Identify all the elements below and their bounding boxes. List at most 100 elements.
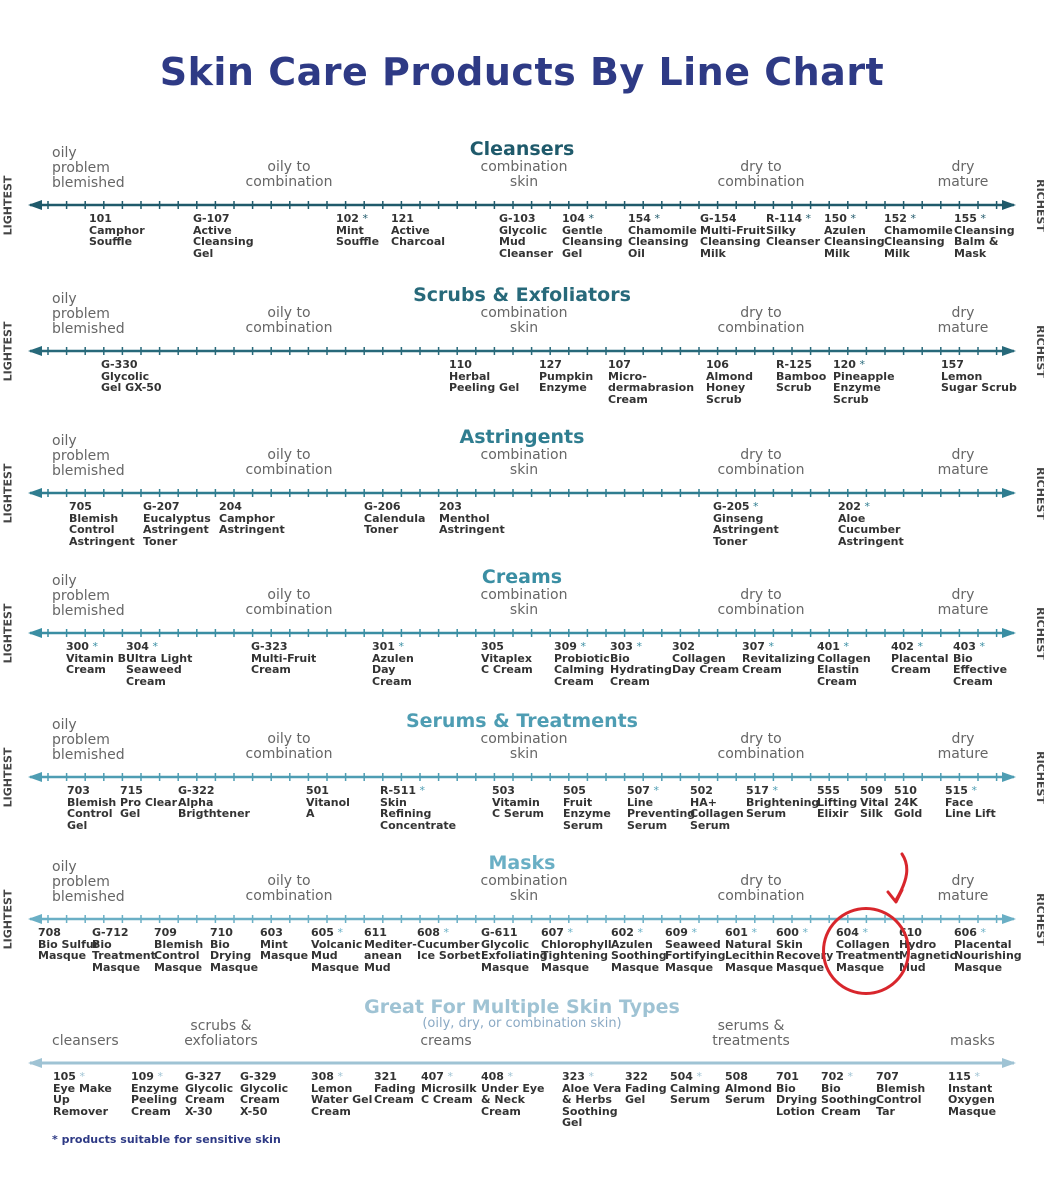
- zone-label: serums & treatments: [712, 1018, 790, 1049]
- product-710: 710 Bio Drying Masque: [210, 926, 259, 974]
- zone-label: oily to combination: [245, 873, 333, 904]
- product-715: 715 Pro Clear Gel: [120, 784, 178, 820]
- richest-label: RICHEST: [1033, 467, 1044, 520]
- lightest-label: LIGHTEST: [1, 175, 15, 236]
- footnote: * products suitable for sensitive skin: [52, 1133, 281, 1146]
- product-407: 407 * Microsilk C Cream: [421, 1070, 477, 1106]
- zone-label: dry mature: [937, 305, 989, 336]
- section-cleansers: Cleansers oily problem blemished oily to comb…: [0, 138, 1044, 278]
- axis-line: [28, 200, 1016, 210]
- zone-label: oily problem blemished: [52, 433, 125, 479]
- product-104: 104 * Gentle Cleansing Gel: [562, 212, 623, 260]
- product-509: 509 Vital Silk: [860, 784, 889, 820]
- section-scrubs: Scrubs & Exfoliators oily problem blemished…: [0, 284, 1044, 424]
- zone-label: masks: [950, 1033, 995, 1049]
- zone-label: combination skin: [480, 873, 568, 904]
- zone-label: oily problem blemished: [52, 859, 125, 905]
- product-305: 305 Vitaplex C Cream: [481, 640, 533, 676]
- product-g-330: G-330 Glycolic Gel GX-50: [101, 358, 162, 394]
- product-g-329: G-329 Glycolic Cream X-50: [240, 1070, 289, 1118]
- product-309: 309 * Probiotic Calming Cream: [554, 640, 610, 688]
- product-g-207: G-207 Eucalyptus Astringent Toner: [143, 500, 211, 548]
- product-g-103: G-103 Glycolic Mud Cleanser: [499, 212, 553, 260]
- product-705: 705 Blemish Control Astringent: [69, 500, 135, 548]
- product-403: 403 * Bio Effective Cream: [953, 640, 1008, 688]
- product-600: 600 * Skin Recovery Masque: [776, 926, 834, 974]
- product-555: 555 Lifting Elixir: [817, 784, 858, 820]
- zone-label: dry mature: [937, 159, 989, 190]
- richest-label: RICHEST: [1033, 893, 1044, 946]
- lightest-label: LIGHTEST: [1, 889, 15, 950]
- product-611: 611 Mediter-anean Mud: [364, 926, 417, 974]
- product-508: 508 Almond Serum: [725, 1070, 773, 1106]
- product-408: 408 * Under Eye & Neck Cream: [481, 1070, 545, 1118]
- zone-label: dry to combination: [717, 305, 805, 336]
- product-515: 515 * Face Line Lift: [945, 784, 996, 820]
- axis-line: [28, 772, 1016, 782]
- zone-label: oily problem blemished: [52, 291, 125, 337]
- product-101: 101 Camphor Souffle: [89, 212, 145, 248]
- product-109: 109 * Enzyme Peeling Cream: [131, 1070, 179, 1118]
- richest-label: RICHEST: [1033, 179, 1044, 232]
- product-300: 300 * Vitamin B Cream: [66, 640, 127, 676]
- zone-label: oily problem blemished: [52, 717, 125, 763]
- page-title: Skin Care Products By Line Chart: [159, 50, 885, 94]
- product-302: 302 Collagen Day Cream: [672, 640, 740, 676]
- product-105: 105 * Eye Make Up Remover: [53, 1070, 112, 1118]
- product-602: 602 * Azulen Soothing Masque: [611, 926, 667, 974]
- product-501: 501 Vitanol A: [306, 784, 350, 820]
- product-610: 610 Hydro Magnetic Mud: [899, 926, 957, 974]
- zone-label: combination skin: [480, 447, 568, 478]
- product-107: 107 Micro-dermabrasion Cream: [608, 358, 695, 406]
- section-title: Great For Multiple Skin Types: [364, 996, 680, 1018]
- zone-label: dry to combination: [717, 159, 805, 190]
- zone-label: creams: [420, 1033, 472, 1049]
- section-title: Masks: [488, 852, 556, 874]
- axis-line: [28, 628, 1016, 638]
- lightest-label: LIGHTEST: [1, 603, 15, 664]
- product-202: 202 * Aloe Cucumber Astringent: [838, 500, 904, 548]
- section-subtitle: (oily, dry, or combination skin): [422, 1016, 622, 1031]
- section-title: Astringents: [459, 426, 585, 448]
- section-title: Cleansers: [469, 138, 575, 160]
- product-517: 517 * Brightening Serum: [746, 784, 820, 820]
- lightest-label: LIGHTEST: [1, 463, 15, 524]
- product-606: 606 * Placental Nourishing Masque: [954, 926, 1022, 974]
- section-serums: Serums & Treatments oily problem blemished o…: [0, 710, 1044, 850]
- product-323: 323 * Aloe Vera & Herbs Soothing Gel: [562, 1070, 622, 1129]
- section-astringents: Astringents oily problem blemished oily to co…: [0, 426, 1044, 566]
- product-308: 308 * Lemon Water Gel Cream: [311, 1070, 373, 1118]
- product-507: 507 * Line Preventing Serum: [627, 784, 696, 832]
- highlight-circle: [822, 907, 910, 995]
- zone-label: oily to combination: [245, 305, 333, 336]
- product-503: 503 Vitamin C Serum: [492, 784, 545, 820]
- section-title: Creams: [481, 566, 563, 588]
- section-multiple: Great For Multiple Skin Types (oily, dry,…: [0, 996, 1044, 1136]
- axis-line: [28, 488, 1016, 498]
- zone-label: oily to combination: [245, 731, 333, 762]
- zone-label: scrubs & exfoliators: [184, 1018, 258, 1049]
- zone-label: dry to combination: [717, 731, 805, 762]
- product-110: 110 Herbal Peeling Gel: [449, 358, 520, 394]
- zone-label: combination skin: [480, 159, 568, 190]
- product-127: 127 Pumpkin Enzyme: [539, 358, 594, 394]
- richest-label: RICHEST: [1033, 751, 1044, 804]
- product-504: 504 * Calming Serum: [670, 1070, 721, 1106]
- product-709: 709 Blemish Control Masque: [154, 926, 204, 974]
- axis-line: [28, 1058, 1016, 1068]
- zone-label: oily to combination: [245, 587, 333, 618]
- product-121: 121 Active Charcoal: [391, 212, 446, 248]
- zone-label: cleansers: [52, 1033, 119, 1049]
- product-321: 321 Fading Cream: [374, 1070, 416, 1106]
- section-creams: Creams oily problem blemished oily to combina…: [0, 566, 1044, 706]
- product-303: 303 * Bio Hydrating Cream: [610, 640, 672, 688]
- zone-label: dry mature: [937, 447, 989, 478]
- product-609: 609 * Seaweed Fortifying Masque: [665, 926, 726, 974]
- highlight-arrow-icon: [886, 852, 909, 904]
- zone-label: dry to combination: [717, 587, 805, 618]
- product-g-327: G-327 Glycolic Cream X-30: [185, 1070, 234, 1118]
- product-702: 702 * Bio Soothing Cream: [821, 1070, 877, 1118]
- product-g-154: G-154 Multi-Fruit Cleansing Milk: [700, 212, 766, 260]
- product-708: 708 Bio Sulfur Masque: [38, 926, 100, 962]
- product-401: 401 * Collagen Elastin Cream: [817, 640, 871, 688]
